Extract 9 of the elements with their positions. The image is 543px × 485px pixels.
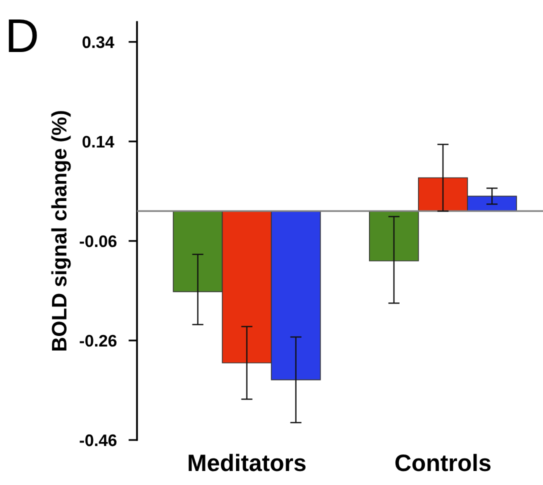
y-tick-label: -0.46 — [80, 434, 117, 446]
y-tick-label: -0.06 — [80, 235, 117, 248]
y-tick-label: 0.34 — [82, 36, 114, 48]
x-tick-label: Meditators — [188, 454, 306, 472]
x-tick-label: Controls — [395, 454, 491, 472]
y-tick-label: 0.14 — [82, 136, 114, 148]
y-tick-label: -0.26 — [80, 334, 117, 347]
y-axis-title: BOLD signal change (%) — [51, 111, 71, 351]
text: D — [8, 20, 37, 52]
